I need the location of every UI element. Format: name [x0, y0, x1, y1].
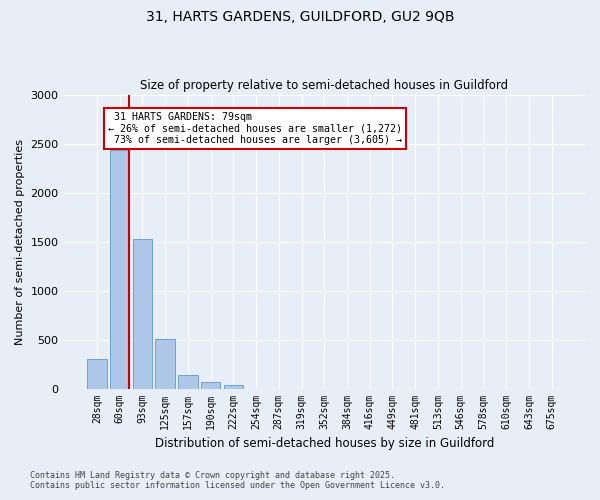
Bar — [87, 358, 107, 388]
Text: 31 HARTS GARDENS: 79sqm
← 26% of semi-detached houses are smaller (1,272)
 73% o: 31 HARTS GARDENS: 79sqm ← 26% of semi-de… — [108, 112, 402, 146]
Text: Contains HM Land Registry data © Crown copyright and database right 2025.
Contai: Contains HM Land Registry data © Crown c… — [30, 470, 445, 490]
Bar — [224, 384, 243, 388]
Title: Size of property relative to semi-detached houses in Guildford: Size of property relative to semi-detach… — [140, 79, 508, 92]
X-axis label: Distribution of semi-detached houses by size in Guildford: Distribution of semi-detached houses by … — [155, 437, 494, 450]
Text: 31, HARTS GARDENS, GUILDFORD, GU2 9QB: 31, HARTS GARDENS, GUILDFORD, GU2 9QB — [146, 10, 454, 24]
Bar — [201, 382, 220, 388]
Y-axis label: Number of semi-detached properties: Number of semi-detached properties — [15, 138, 25, 344]
Bar — [133, 238, 152, 388]
Bar — [178, 375, 197, 388]
Bar — [155, 338, 175, 388]
Bar — [110, 150, 130, 388]
